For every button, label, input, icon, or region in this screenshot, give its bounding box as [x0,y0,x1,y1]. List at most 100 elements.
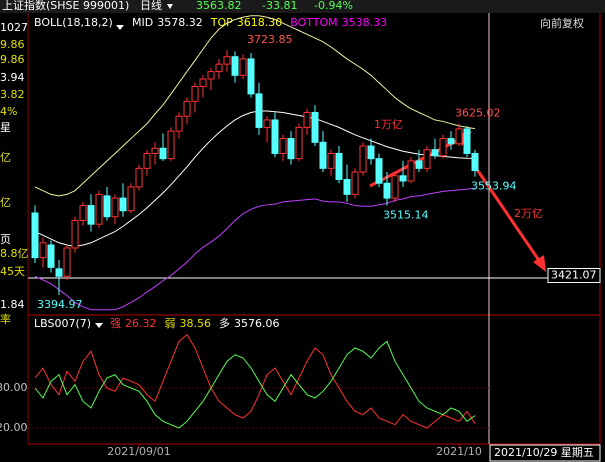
side-label: 亿 [0,151,11,164]
candle-body [311,112,319,143]
price-label: 3625.02 [455,107,501,120]
side-label: 8.8亿 [0,247,29,260]
stock-name: 上证指数(SHSE 999001) [2,0,129,12]
arrow-head [533,255,546,272]
candle-body [215,63,223,73]
side-label: 1.84 [0,298,25,311]
candle-body [319,141,327,169]
candle-body [415,160,423,169]
candle-body [175,115,183,132]
candle-body [31,212,39,259]
candle-body [263,119,271,128]
side-label: 9.86 [0,38,25,51]
legend-value: 3576.06 [234,317,280,330]
candle-body [407,160,415,182]
price-label: 3515.14 [383,208,429,221]
candle-body [255,93,263,128]
legend-value: 26.32 [125,317,157,330]
side-label: 45天 [0,265,25,278]
period: 日线 [140,0,162,12]
candle-body [399,175,407,182]
candle-body [127,186,135,212]
side-label: 页 [0,233,11,246]
candle-body [439,138,447,157]
arrow [474,167,542,263]
cursor-price: 3421.07 [551,268,597,281]
candle-body [423,149,431,169]
candle-body [79,205,87,221]
legend-value: 38.56 [180,317,212,330]
dropdown-icon [116,25,124,30]
title-bar [0,0,605,13]
candle-body [71,219,79,249]
candle-body [431,149,439,157]
legend-name: TOP [210,16,233,29]
side-label: 3.82 [0,88,25,101]
candle-body [95,193,103,225]
cursor-price-box [547,267,601,283]
side-label: 1027 [0,21,28,34]
candle-body [111,197,119,218]
candle-body [335,152,343,181]
candle-body [471,152,479,172]
side-label: 9.86 [0,53,25,66]
dropdown-icon [95,323,103,328]
y-tick-label: 20.00 [0,421,28,434]
candle-body [247,58,255,95]
annotation: 2万亿 [514,207,543,220]
candle-body [191,85,199,102]
y-tick-label: 80.00 [0,381,28,394]
indicator-line [34,333,476,429]
change: -33.81 [262,0,297,12]
candle-body [343,179,351,195]
price-label: 3723.85 [247,33,293,46]
candle-body [159,147,167,160]
candle-body [207,71,215,80]
legend-value: 3538.33 [342,16,388,29]
annotation: 1万亿 [374,118,403,131]
adjust-mode: 向前复权 [540,16,584,30]
candle-body [103,195,111,218]
candle-body [391,175,399,199]
x-tick-label: 2021/10 [436,445,482,458]
cursor-date: 2021/10/29 星期五 [494,446,594,459]
candle-body [367,145,375,160]
candle-body [231,56,239,76]
dropdown-icon [167,4,173,9]
candle-body [55,268,63,277]
candle-body [183,100,191,117]
price-label: 3553.94 [471,180,517,193]
legend-value: 3578.32 [157,16,203,29]
candle-body [375,158,383,184]
candle-body [359,145,367,173]
candle-body [279,138,287,154]
side-label: 4% [0,105,17,118]
change-pct: -0.94% [314,0,353,12]
boll-line [34,15,476,197]
candle-body [455,128,463,145]
legend-name: BOTTOM [290,16,337,29]
candle-body [39,242,47,259]
candle-body [383,182,391,199]
candle-body [447,138,455,145]
legend-name: MID [132,16,153,29]
candle-body [287,138,295,160]
side-label: 率 [0,312,11,326]
candle-body [87,205,95,225]
cursor-date-box [489,444,601,462]
side-label: 亿 [0,196,11,209]
indicator-title: BOLL(18,18,2) [34,16,113,29]
legend-value: 3618.30 [237,16,283,29]
candle-body [463,128,471,154]
candle-body [135,167,143,188]
indicator-line [34,340,476,429]
x-tick-label: 2021/09/01 [107,445,170,458]
candle-body [151,147,159,154]
price: 3563.82 [196,0,242,12]
candle-body [303,112,311,128]
candle-body [327,152,335,169]
legend-name: 弱 [165,317,176,330]
candle-body [143,152,151,169]
